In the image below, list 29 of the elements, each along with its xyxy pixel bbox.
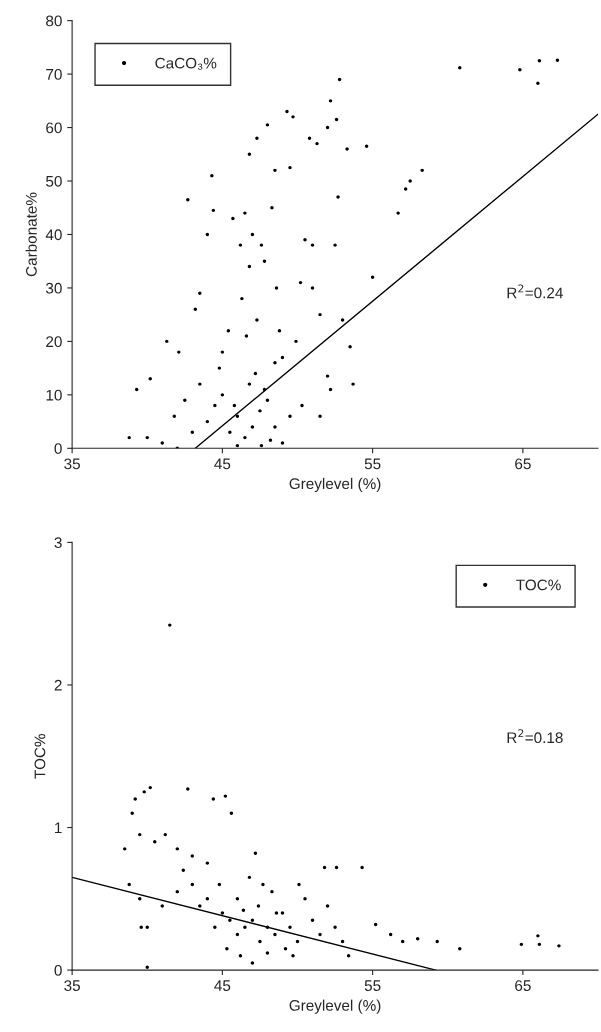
legend-label: TOC% [516, 579, 561, 591]
x-tick-label: 55 [364, 458, 381, 470]
y-tick-label: 20 [46, 336, 62, 348]
legend-label: CaCO₃% [155, 57, 217, 70]
y-tick-label: 3 [54, 537, 62, 549]
x-tick-label: 35 [64, 980, 80, 992]
y-tick-label: 70 [46, 68, 62, 80]
y-tick-label: 10 [46, 389, 62, 401]
y-axis-title: TOC% [34, 734, 46, 779]
annotation: R$^{2}$=0.18 [507, 729, 563, 744]
x-tick-label: 45 [214, 458, 231, 470]
x-tick-label: 65 [515, 458, 531, 470]
y-tick-label: 2 [54, 679, 62, 691]
x-axis-title: Greylevel (%) [289, 477, 381, 493]
y-axis-title: Carbonate% [25, 192, 37, 277]
x-axis-title: Greylevel (%) [289, 999, 381, 1014]
x-tick-label: 55 [364, 980, 381, 992]
x-tick-label: 35 [64, 458, 80, 470]
y-tick-label: 0 [54, 443, 62, 454]
annotation: R$^{2}$=0.24 [507, 284, 563, 299]
x-tick-label: 65 [515, 980, 531, 992]
y-tick-label: 0 [54, 964, 62, 976]
y-tick-label: 1 [55, 822, 62, 834]
y-tick-label: 50 [46, 175, 62, 187]
x-tick-label: 45 [214, 980, 231, 992]
y-tick-label: 60 [46, 122, 62, 134]
y-tick-label: 30 [45, 282, 62, 294]
y-tick-label: 80 [46, 15, 62, 27]
y-tick-label: 40 [45, 229, 62, 241]
